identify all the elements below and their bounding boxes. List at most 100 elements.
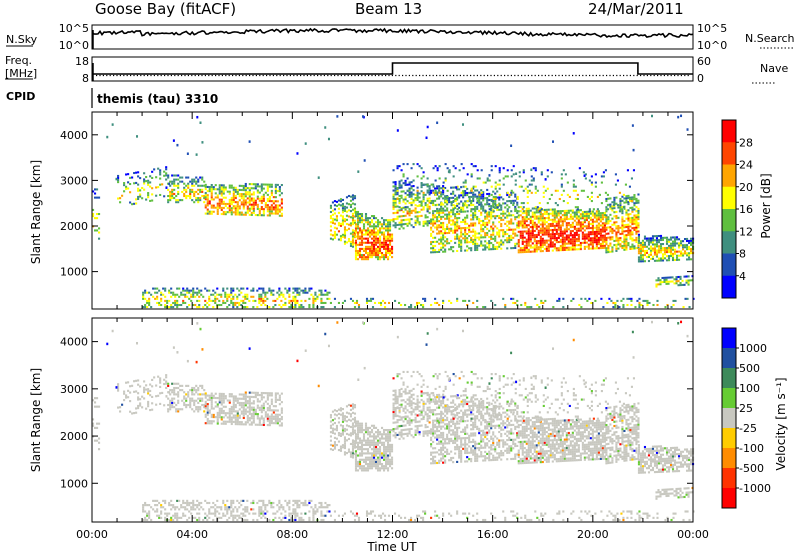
power-cell [554, 237, 556, 239]
power-cell [263, 212, 265, 214]
power-cell [450, 193, 452, 195]
power-cell [614, 302, 616, 304]
power-cell [580, 244, 582, 246]
power-cell [633, 198, 635, 200]
velocity-cell [173, 406, 175, 408]
power-cell [518, 216, 520, 218]
power-cell [512, 229, 514, 231]
velocity-cell [245, 411, 247, 413]
velocity-cell [359, 429, 361, 431]
power-cell [619, 210, 621, 212]
velocity-cell [271, 392, 273, 394]
power-cell [512, 231, 514, 233]
power-cell [587, 196, 589, 198]
power-cell [570, 232, 572, 234]
power-cell [260, 298, 262, 300]
power-cell [195, 191, 197, 193]
power-cell [271, 208, 273, 210]
power-cell [572, 212, 574, 214]
power-cell [147, 180, 149, 182]
velocity-cell [207, 395, 209, 397]
power-cell [670, 239, 672, 241]
power-cell [275, 184, 277, 186]
power-cell [262, 290, 264, 292]
power-cell [401, 225, 403, 227]
power-cell [544, 244, 546, 246]
velocity-cell [151, 396, 153, 398]
velocity-cell [133, 380, 135, 382]
power-cell [288, 306, 290, 308]
power-cell [389, 244, 391, 246]
velocity-cell [342, 419, 344, 421]
power-cell [429, 200, 431, 202]
power-cell [564, 245, 566, 247]
power-cell [666, 237, 668, 239]
power-cell [259, 185, 261, 187]
power-cell [342, 209, 344, 211]
power-cell [409, 196, 411, 198]
power-cell [590, 219, 592, 221]
velocity-cell [249, 402, 251, 404]
power-cell [222, 302, 224, 304]
power-cell [244, 306, 246, 308]
power-cell [401, 184, 403, 186]
power-cell [199, 189, 201, 191]
power-cell [528, 214, 530, 216]
power-cell [197, 181, 199, 183]
velocity-cell [332, 423, 334, 425]
power-cell [369, 254, 371, 256]
power-cell [629, 213, 631, 215]
power-cell [662, 239, 664, 241]
power-cell [640, 304, 642, 306]
velocity-cell [235, 400, 237, 402]
power-cell [502, 202, 504, 204]
power-cell [615, 231, 617, 233]
power-cell [346, 202, 348, 204]
power-cell [149, 200, 151, 202]
power-cell [269, 200, 271, 202]
power-cell [482, 244, 484, 246]
power-cell [621, 224, 623, 226]
power-cell [594, 231, 596, 233]
power-cell [656, 243, 658, 245]
velocity-cell [185, 406, 187, 408]
power-cell [226, 294, 228, 296]
power-cell [385, 250, 387, 252]
power-cell [365, 221, 367, 223]
velocity-cell [185, 393, 187, 395]
power-cell [442, 212, 444, 214]
power-cell [499, 194, 501, 196]
power-cell [464, 231, 466, 233]
velocity-cell [367, 427, 369, 429]
power-cell [346, 211, 348, 213]
power-cell [344, 220, 346, 222]
power-cell [456, 250, 458, 252]
power-cell [464, 235, 466, 237]
power-cell [411, 224, 413, 226]
power-cell [164, 304, 166, 306]
power-cell [133, 203, 135, 205]
power-cell [381, 242, 383, 244]
power-cell [273, 213, 275, 215]
power-cell [167, 201, 169, 203]
power-cell [508, 196, 510, 198]
power-cell [444, 214, 446, 216]
power-cell [594, 241, 596, 243]
velocity-cell [159, 377, 161, 379]
power-cell [508, 221, 510, 223]
power-cell [395, 204, 397, 206]
velocity-cell [197, 387, 199, 389]
power-cell [281, 200, 283, 202]
power-cell [391, 238, 393, 240]
power-cell [403, 175, 405, 177]
velocity-cell [219, 401, 221, 403]
velocity-cell [344, 417, 346, 419]
power-cell [399, 215, 401, 217]
power-cell [235, 207, 237, 209]
velocity-cell [117, 390, 119, 392]
power-cell [487, 179, 489, 181]
power-cell [355, 256, 357, 258]
power-cell [243, 199, 245, 201]
velocity-cell [205, 407, 207, 409]
power-cell [211, 213, 213, 215]
